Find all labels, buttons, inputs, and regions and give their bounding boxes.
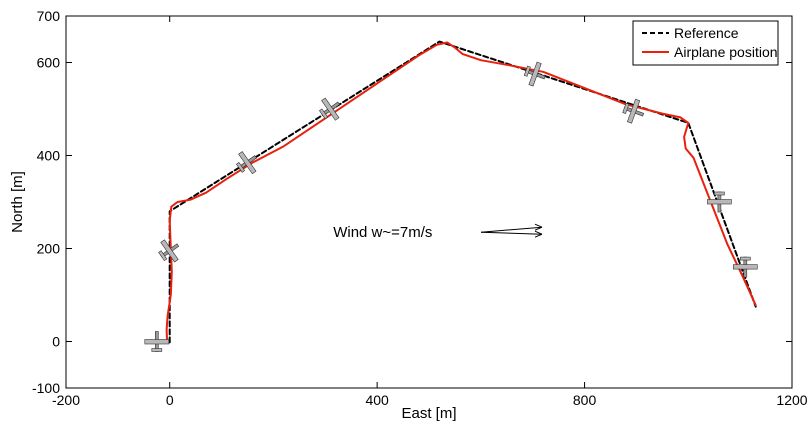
airplane-wing xyxy=(321,97,340,121)
airplane-tail xyxy=(151,348,163,352)
airplane-marker xyxy=(523,61,546,87)
airplane-wing xyxy=(626,98,641,124)
x-tick-label: 800 xyxy=(573,392,597,408)
x-tick-label: 400 xyxy=(365,392,389,408)
airplane-wing xyxy=(528,61,542,87)
wind-arrow-line xyxy=(480,226,543,233)
legend-box xyxy=(632,20,779,66)
airplane-wing xyxy=(732,264,758,270)
airplane-wing xyxy=(238,151,257,175)
y-tick-label: 400 xyxy=(37,148,61,164)
wind-arrow-head xyxy=(534,230,543,238)
airplane-wing xyxy=(160,239,179,263)
airplane-marker xyxy=(319,97,340,121)
airplane-tail xyxy=(158,250,168,262)
x-axis-label: East [m] xyxy=(401,405,456,422)
airplane-markers xyxy=(144,61,758,352)
y-tick-label: 700 xyxy=(37,8,61,24)
airplane-tail xyxy=(236,162,246,173)
airplane-marker xyxy=(158,239,180,263)
airplane-marker xyxy=(236,151,257,175)
y-tick-label: 600 xyxy=(37,55,61,71)
y-tick-label: 0 xyxy=(52,334,60,350)
plot-frame xyxy=(65,15,793,389)
y-ticks: -100 0 200 400 600 700 xyxy=(32,8,792,396)
x-tick-label: 1200 xyxy=(776,392,807,408)
y-tick-label: -100 xyxy=(32,380,60,396)
wind-arrows xyxy=(480,223,543,238)
airplane-marker xyxy=(622,98,645,124)
legend: Reference Airplane position xyxy=(632,20,779,66)
y-axis-label: North [m] xyxy=(9,171,26,233)
wind-arrow-line xyxy=(480,231,543,235)
airplane-tail xyxy=(622,102,630,114)
x-tick-label: 0 xyxy=(166,392,174,408)
airplane-tail xyxy=(319,108,329,120)
airplane-marker xyxy=(732,256,758,278)
y-tick-label: 200 xyxy=(37,241,61,257)
airplane-marker xyxy=(707,191,732,213)
airplane-tail xyxy=(714,191,725,196)
series-line-airplane-position xyxy=(165,41,757,343)
wind-annotation: Wind w~=7m/s xyxy=(333,223,543,241)
wind-annotation-text: Wind w~=7m/s xyxy=(333,224,432,241)
airplane-wing xyxy=(707,199,732,205)
x-tick-label: -200 xyxy=(52,392,80,408)
airplane-marker xyxy=(144,331,170,352)
airplane-tail xyxy=(523,65,531,77)
legend-label-airplane-position: Airplane position xyxy=(674,44,778,60)
x-ticks: -200 0 400 800 1200 xyxy=(52,16,808,408)
wind-arrow-head xyxy=(534,223,543,231)
airplane-wing xyxy=(144,339,170,345)
legend-label-reference: Reference xyxy=(674,25,739,41)
airplane-tail xyxy=(739,256,751,261)
